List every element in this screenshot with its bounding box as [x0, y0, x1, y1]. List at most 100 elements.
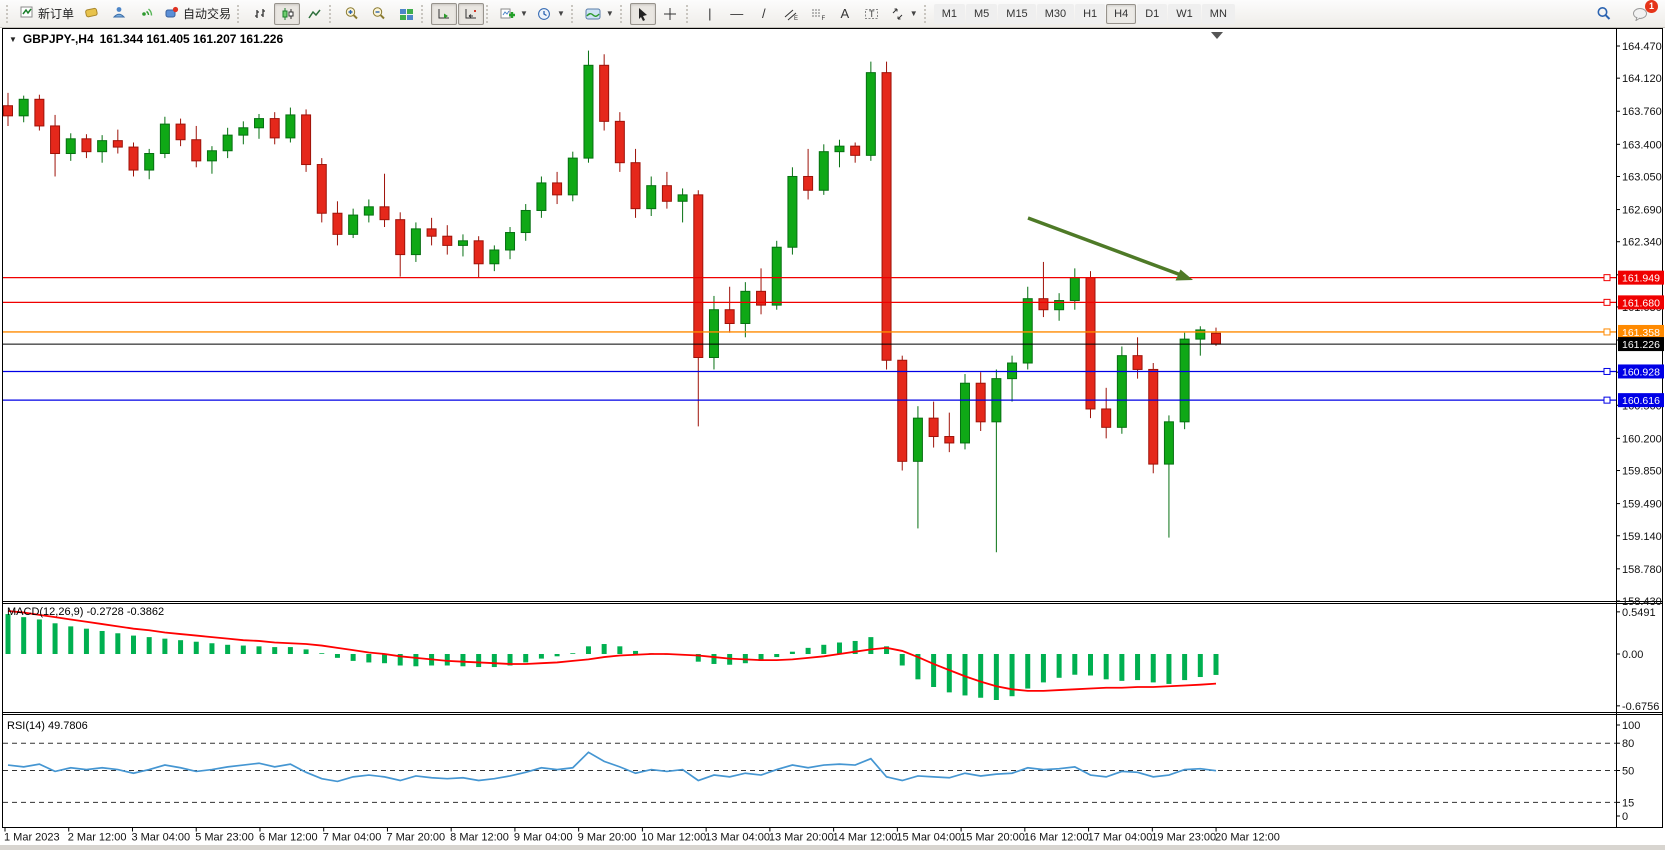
candle-body — [803, 175, 814, 191]
candle-body — [112, 140, 123, 148]
candle-body — [599, 64, 610, 122]
price-chart-canvas[interactable]: 164.470 164.120 163.760 163.400 163.050 162.6… — [0, 28, 1665, 850]
trendline-button[interactable]: / — [751, 3, 777, 25]
equidistant-channel-button[interactable]: E — [778, 3, 804, 25]
rsi-axis-label: 50 — [1622, 766, 1634, 778]
macd-values: -0.2728 -0.3862 — [86, 606, 165, 618]
candle-body — [818, 151, 829, 191]
line-handle[interactable] — [1603, 274, 1611, 282]
vertical-line-button[interactable]: | — [697, 3, 723, 25]
candle-body — [222, 134, 233, 152]
candle-body — [191, 139, 202, 162]
symbol-dropdown-icon[interactable]: ▼ — [9, 34, 17, 44]
line-handle[interactable] — [1603, 396, 1611, 404]
time-axis-label: 8 Mar 12:00 — [450, 832, 509, 844]
candle-body — [206, 150, 217, 162]
objects-group: ▼ ▼ — [496, 3, 569, 25]
bottom-strip — [0, 845, 1665, 850]
cursor-button[interactable] — [629, 2, 656, 25]
candle-body — [787, 175, 798, 248]
time-axis-label: 19 Mar 23:00 — [1151, 832, 1216, 844]
toolbar-grip — [486, 4, 492, 23]
sponge-button[interactable] — [79, 3, 105, 25]
trend-arrow-annotation[interactable] — [1027, 216, 1193, 281]
timeframe-button-w1[interactable]: W1 — [1168, 3, 1201, 24]
zoom-out-icon — [372, 7, 385, 20]
svg-text:F: F — [821, 16, 825, 21]
line-handle[interactable] — [1603, 367, 1611, 375]
candle-body — [1069, 277, 1080, 302]
text-label-button[interactable]: T — [859, 3, 885, 25]
arrows-tool-button[interactable]: ▼ — [886, 3, 922, 25]
price-tick-label: 158.430 — [1622, 596, 1662, 608]
sponge-icon — [84, 5, 100, 22]
autotrading-button[interactable]: 自动交易 — [160, 3, 235, 25]
arrows-tool-icon — [892, 8, 903, 19]
new-order-label: 新订单 — [38, 7, 75, 21]
text-button[interactable]: A — [832, 3, 858, 25]
candle-body — [316, 164, 327, 214]
candle-body — [65, 138, 76, 155]
chart-shift-button[interactable] — [458, 2, 485, 25]
auto-scroll-button[interactable] — [431, 2, 458, 25]
candle-body — [254, 118, 265, 129]
timeframe-button-m5[interactable]: M5 — [966, 3, 998, 24]
candle-body — [473, 240, 484, 265]
indicators-button[interactable]: ▼ — [496, 3, 532, 25]
candle-body — [536, 182, 547, 211]
zoom-in-icon — [345, 7, 358, 20]
timeframe-button-mn[interactable]: MN — [1201, 3, 1235, 24]
chart-title: ▼ GBPJPY-,H4 161.344 161.405 161.207 161… — [9, 32, 283, 46]
timeframe-button-m15[interactable]: M15 — [998, 3, 1036, 24]
level-badge — [1618, 324, 1664, 339]
chart-shift-marker[interactable] — [1211, 32, 1223, 39]
periods-button[interactable]: ▼ — [533, 3, 569, 25]
candle-body — [756, 290, 767, 306]
community-button[interactable] — [106, 3, 132, 25]
candle-body — [505, 232, 516, 251]
timeframe-button-m1[interactable]: M1 — [933, 3, 965, 24]
candle-body — [1132, 355, 1143, 370]
timeframe-button-h4[interactable]: H4 — [1106, 3, 1137, 24]
timeframe-button-h1[interactable]: H1 — [1075, 3, 1106, 24]
timeframe-button-m30[interactable]: M30 — [1036, 3, 1075, 24]
candle-body — [348, 214, 359, 235]
fibonacci-button[interactable]: F — [805, 3, 831, 25]
line-handle[interactable] — [1603, 328, 1611, 336]
signals-button[interactable] — [133, 3, 159, 25]
candle-body — [614, 120, 625, 164]
chevron-down-icon: ▼ — [605, 9, 614, 18]
chat-bubble-icon — [1633, 7, 1647, 21]
search-button[interactable] — [1591, 3, 1617, 25]
new-order-button[interactable]: 新订单 — [16, 3, 78, 25]
macd-pane: 0.5491 0.00 -0.6756 — [5, 607, 1659, 713]
timeframe-button-d1[interactable]: D1 — [1137, 3, 1168, 24]
macd-label: MACD(12,26,9) -0.2728 -0.3862 — [7, 606, 164, 618]
bar-chart-button[interactable] — [247, 3, 273, 25]
trendline-icon: / — [761, 6, 766, 21]
candles — [3, 50, 1221, 553]
templates-button[interactable]: ▼ — [581, 3, 618, 25]
horizontal-line-button[interactable]: — — [724, 3, 750, 25]
candle-body — [1148, 368, 1159, 465]
zoom-out-button[interactable] — [366, 3, 392, 25]
chevron-down-icon: ▼ — [909, 9, 918, 18]
tile-windows-button[interactable] — [393, 3, 419, 25]
time-axis[interactable]: 1 Mar 2023 2 Mar 12:00 3 Mar 04:00 5 Mar 23… — [4, 827, 1280, 844]
candle-body — [410, 228, 421, 256]
candlestick-chart-button[interactable] — [274, 2, 301, 25]
price-tick-label: 163.400 — [1622, 139, 1662, 151]
time-axis-label: 6 Mar 12:00 — [259, 832, 318, 844]
notifications-button[interactable]: 1 — [1627, 0, 1658, 25]
svg-text:E: E — [794, 16, 798, 21]
template-icon — [585, 8, 601, 19]
candle-body — [724, 309, 735, 325]
zoom-in-button[interactable] — [339, 3, 365, 25]
line-chart-button[interactable] — [301, 3, 327, 25]
candle-body — [850, 145, 861, 156]
candle-body — [144, 153, 155, 171]
line-handle[interactable] — [1603, 298, 1611, 306]
time-axis-label: 16 Mar 12:00 — [1024, 832, 1089, 844]
crosshair-button[interactable] — [657, 3, 683, 25]
level-badge-text: 160.928 — [1622, 366, 1660, 378]
